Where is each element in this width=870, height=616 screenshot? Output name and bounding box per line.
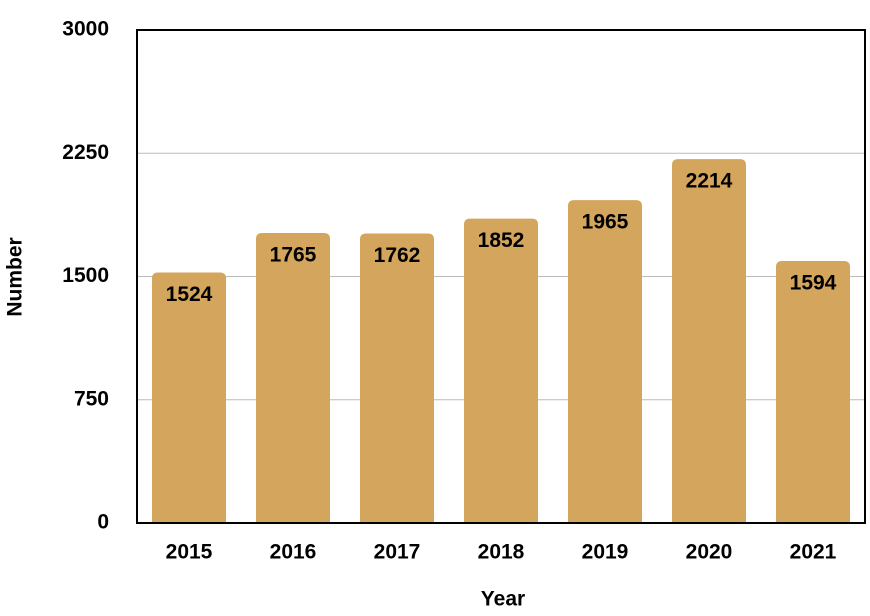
bar: [256, 232, 330, 523]
x-tick-label: 2017: [374, 541, 421, 564]
y-tick-label: 0: [97, 511, 109, 534]
bar: [360, 233, 434, 523]
plot-frame: [136, 29, 866, 524]
x-tick-label: 2016: [270, 541, 317, 564]
data-label: 1762: [374, 244, 421, 267]
data-label: 1965: [582, 211, 629, 234]
data-label: 1524: [166, 283, 213, 306]
y-tick-label: 1500: [62, 264, 109, 287]
data-label: 2214: [686, 170, 733, 193]
bar: [776, 261, 850, 523]
x-tick-label: 2021: [790, 541, 837, 564]
y-tick-label: 3000: [62, 18, 109, 41]
y-tick-label: 2250: [62, 141, 109, 164]
x-tick-label: 2018: [478, 541, 525, 564]
bar: [672, 159, 746, 523]
bar: [568, 200, 642, 523]
x-tick-label: 2020: [686, 541, 733, 564]
bar: [464, 218, 538, 523]
x-axis-label: Year: [481, 588, 525, 611]
x-tick-label: 2015: [166, 541, 213, 564]
x-tick-label: 2019: [582, 541, 629, 564]
data-label: 1765: [270, 243, 317, 266]
data-label: 1594: [790, 272, 837, 295]
data-label: 1852: [478, 229, 525, 252]
y-axis-label: Number: [4, 237, 27, 316]
bar: [152, 272, 226, 523]
y-tick-label: 750: [74, 387, 109, 410]
